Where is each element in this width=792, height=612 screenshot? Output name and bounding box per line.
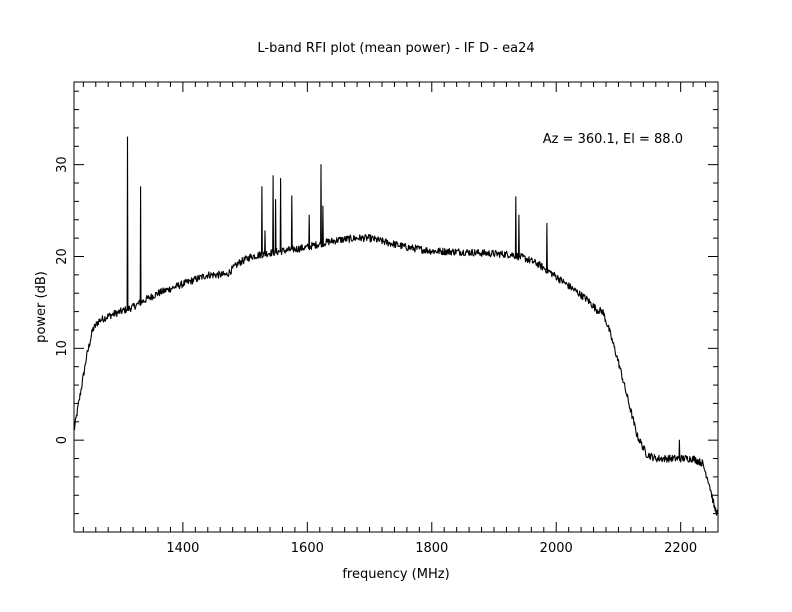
x-tick-label: 1600 — [291, 541, 324, 556]
y-tick-label: 30 — [55, 156, 70, 173]
az-el-annotation: Az = 360.1, El = 88.0 — [543, 132, 683, 147]
power-series-line — [73, 136, 718, 516]
y-tick-label: 10 — [55, 340, 70, 357]
x-tick-label: 2000 — [540, 541, 573, 556]
axis-ticks — [74, 82, 719, 533]
plot-frame — [73, 81, 719, 533]
y-tick-label: 0 — [55, 436, 70, 444]
x-axis-label: frequency (MHz) — [342, 567, 449, 582]
axis-tick-labels: 1400 1600 1800 2000 2200 0 10 20 30 — [55, 156, 697, 556]
x-tick-label: 1800 — [415, 541, 448, 556]
x-tick-label: 2200 — [664, 541, 697, 556]
y-axis-label: power (dB) — [34, 271, 49, 343]
x-tick-label: 1400 — [166, 541, 199, 556]
chart-title: L-band RFI plot (mean power) - IF D - ea… — [257, 41, 534, 56]
y-tick-label: 20 — [55, 248, 70, 265]
